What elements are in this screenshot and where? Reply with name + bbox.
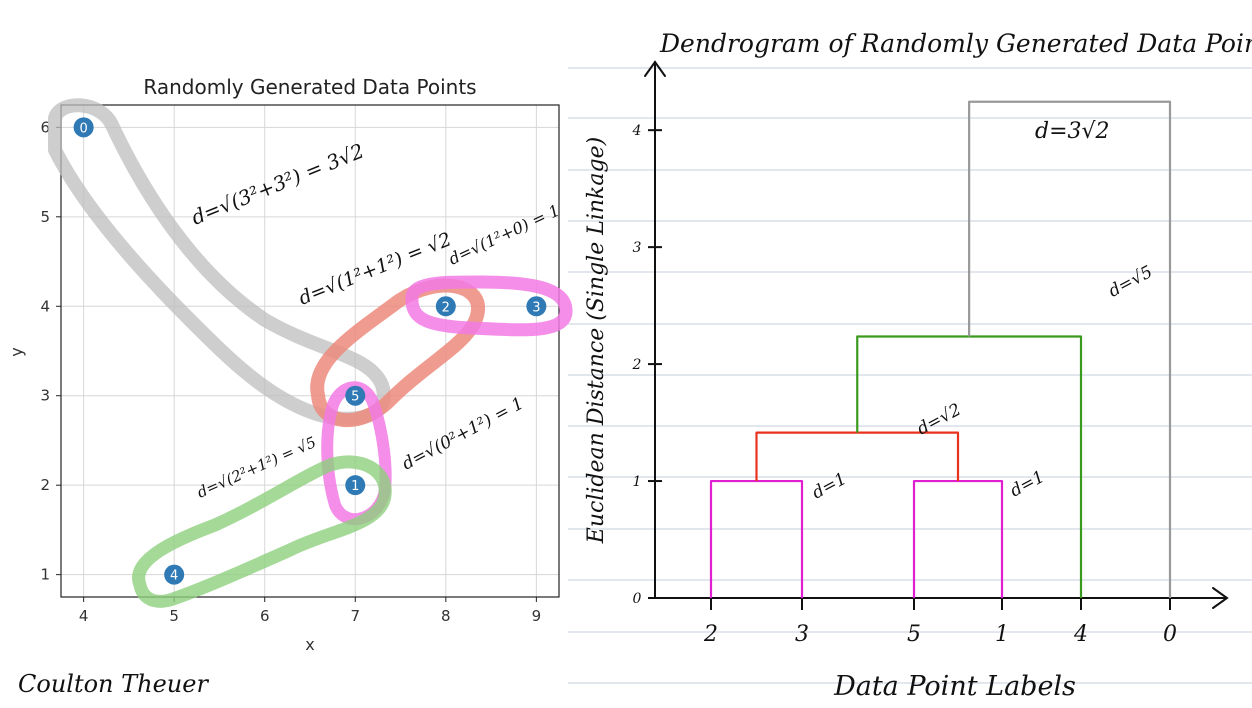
dendrogram-ytick-label: 2 <box>632 357 642 373</box>
author-signature: Coulton Theuer <box>18 670 209 698</box>
dendrogram-leaf-label: 5 <box>907 622 921 647</box>
dendrogram-leaf-label: 3 <box>795 622 809 647</box>
dendrogram-link-4 <box>968 100 1172 598</box>
dendrogram-yticks: 0 1 2 3 4 <box>632 123 662 607</box>
data-point-label: 2 <box>442 300 450 315</box>
dendrogram-merge-label: d=√5 <box>1105 262 1156 302</box>
scatter-plot: Randomly Generated Data Points 4 5 6 7 8 9 1 2 3… <box>7 75 573 654</box>
annotation-green: d=√(2²+1²) = √5 <box>194 433 319 502</box>
y-tick-label: 4 <box>40 297 50 315</box>
dendrogram-merge-label: d=3√2 <box>1035 119 1110 144</box>
dendrogram-merge-label: d=1 <box>809 469 850 504</box>
dendrogram-leaf-label: 0 <box>1163 622 1177 647</box>
x-tick-label: 4 <box>79 607 89 625</box>
y-tick-label: 2 <box>40 476 50 494</box>
dendrogram-leaf-label: 2 <box>703 622 718 647</box>
dendrogram-link-2 <box>755 431 960 482</box>
scatter-frame <box>60 104 560 598</box>
dendrogram-axes <box>644 60 1229 609</box>
y-tick-label: 6 <box>40 118 50 136</box>
loop-green <box>132 455 392 608</box>
data-point-0 <box>73 117 94 138</box>
dendrogram-ytick-label: 3 <box>633 240 642 256</box>
scatter-title: Randomly Generated Data Points <box>143 75 476 99</box>
annotation-magenta-top: d=√(1²+0) = 1 <box>446 201 563 269</box>
data-point-label: 3 <box>532 300 540 315</box>
y-tick-label: 3 <box>40 387 50 405</box>
y-tick-label: 1 <box>40 566 50 584</box>
dendrogram-y-arrow <box>644 60 666 77</box>
scatter-ticks: 4 5 6 7 8 9 1 2 3 4 5 6 <box>40 118 541 625</box>
data-point-2 <box>435 296 456 317</box>
annotation-grey: d=√(3²+3²) = 3√2 <box>188 139 367 230</box>
dendrogram-link-3 <box>856 335 1083 598</box>
loop-magenta-top <box>405 275 573 337</box>
x-tick-label: 7 <box>350 607 360 625</box>
dendrogram: Dendrogram of Randomly Generated Data Po… <box>584 29 1252 702</box>
data-point-4 <box>164 564 185 585</box>
data-point-label: 4 <box>170 569 178 584</box>
data-point-1 <box>345 475 366 496</box>
dendrogram-ytick-label: 4 <box>632 123 642 139</box>
dendrogram-leaf-label: 1 <box>995 622 1009 647</box>
data-point-5 <box>345 385 366 406</box>
cluster-loops <box>48 98 573 608</box>
x-tick-label: 8 <box>441 607 451 625</box>
dendrogram-merge-labels: d=1 d=1d=√2d=√5d=3√2 <box>809 119 1156 503</box>
x-tick-label: 6 <box>260 607 270 625</box>
y-tick-label: 5 <box>40 208 50 226</box>
loop-magenta-mid <box>321 381 392 526</box>
loop-grey <box>48 98 391 426</box>
scatter-xlabel: x <box>305 635 314 654</box>
dendrogram-leaves: 2 3 5 1 4 0 <box>703 590 1177 647</box>
annotation-red: d=√(1²+1²) = √2 <box>296 228 455 309</box>
x-tick-label: 5 <box>169 607 179 625</box>
scatter-ylabel: y <box>7 347 26 356</box>
dendrogram-merge-label: d=1 <box>1007 467 1048 502</box>
dendrogram-ytick-label: 1 <box>633 474 642 490</box>
dendrogram-xlabel: Data Point Labels <box>833 671 1076 702</box>
scatter-points: 0 1 2 3 4 5 <box>73 117 547 585</box>
data-point-label: 0 <box>79 121 87 136</box>
dendrogram-leaf-label: 4 <box>1073 622 1088 647</box>
dendrogram-links <box>709 100 1172 598</box>
dendrogram-title: Dendrogram of Randomly Generated Data Po… <box>659 29 1252 58</box>
data-point-label: 5 <box>351 390 359 405</box>
dendrogram-x-arrow <box>1212 587 1229 609</box>
notebook-ruled-lines <box>568 67 1252 684</box>
loop-red <box>310 278 485 428</box>
x-tick-label: 9 <box>532 607 542 625</box>
dendrogram-ylabel: Euclidean Distance (Single Linkage) <box>584 137 609 544</box>
data-point-label: 1 <box>351 479 359 494</box>
data-point-3 <box>526 296 547 317</box>
dendrogram-ytick-label: 0 <box>633 591 642 607</box>
annotation-magenta-mid: d=√(0²+1²) = 1 <box>399 394 527 475</box>
